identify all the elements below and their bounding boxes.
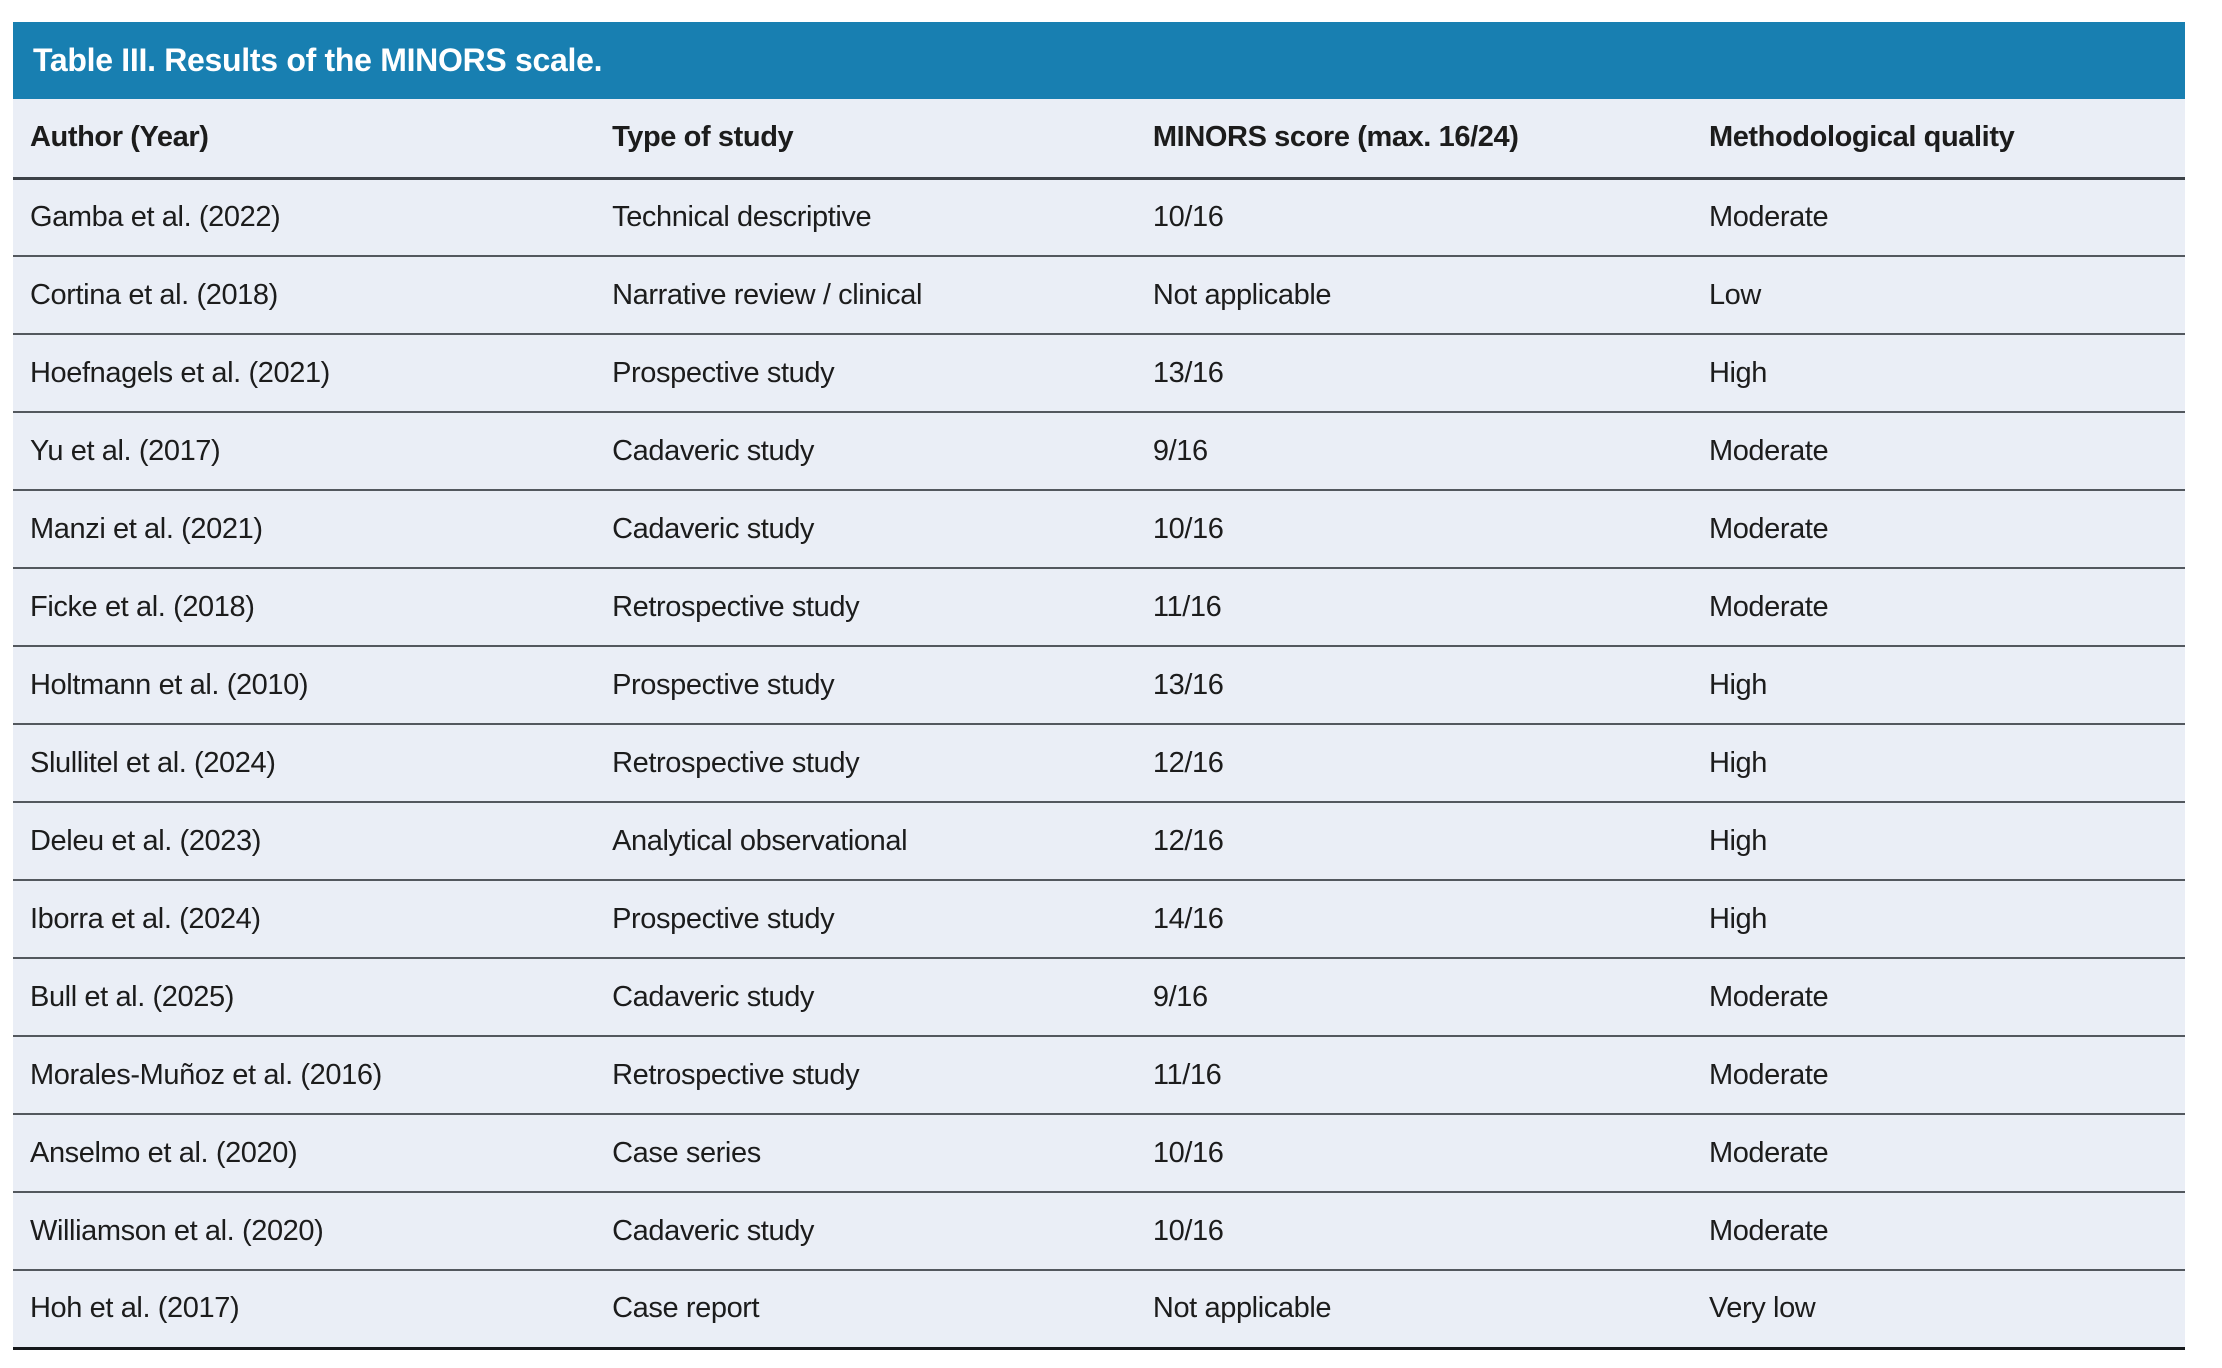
table-cell: Retrospective study <box>595 568 1136 647</box>
table-cell: Technical descriptive <box>595 178 1136 257</box>
table-row: Ficke et al. (2018) Retrospective study 11… <box>13 568 2185 647</box>
results-table: Author (Year) Type of study MINORS score (… <box>13 99 2185 1350</box>
table-cell: Case series <box>595 1114 1136 1193</box>
table-cell: Hoh et al. (2017) <box>13 1270 596 1350</box>
table-cell: Retrospective study <box>595 1036 1136 1115</box>
table-cell: Case report <box>595 1270 1136 1350</box>
table-cell: Moderate <box>1691 1192 2185 1271</box>
table-row: Gamba et al. (2022) Technical descriptive… <box>13 178 2185 257</box>
table-cell: Prospective study <box>595 646 1136 725</box>
table-cell: Manzi et al. (2021) <box>13 490 596 569</box>
table-cell: Ficke et al. (2018) <box>13 568 596 647</box>
table-cell: Narrative review / clinical <box>595 256 1136 335</box>
table-cell: Cortina et al. (2018) <box>13 256 596 335</box>
table-cell: Retrospective study <box>595 724 1136 803</box>
table-cell: Yu et al. (2017) <box>13 412 596 491</box>
table-cell: Moderate <box>1691 412 2185 491</box>
table-cell: Anselmo et al. (2020) <box>13 1114 596 1193</box>
table-cell: 10/16 <box>1135 178 1692 257</box>
column-header: MINORS score (max. 16/24) <box>1135 99 1692 180</box>
table-cell: Moderate <box>1691 490 2185 569</box>
table-cell: Slullitel et al. (2024) <box>13 724 596 803</box>
table-row: Anselmo et al. (2020) Case series 10/16 Mod… <box>13 1114 2185 1193</box>
table-cell: High <box>1691 880 2185 959</box>
table-title-bar: Table III. Results of the MINORS scale. <box>13 22 2185 99</box>
table-cell: Iborra et al. (2024) <box>13 880 596 959</box>
table-cell: Cadaveric study <box>595 490 1136 569</box>
table-row: Hoefnagels et al. (2021) Prospective stud… <box>13 334 2185 413</box>
column-header: Author (Year) <box>13 99 596 180</box>
table-cell: Cadaveric study <box>595 958 1136 1037</box>
table-cell: 11/16 <box>1135 568 1692 647</box>
table-row: Morales-Muñoz et al. (2016) Retrospective… <box>13 1036 2185 1115</box>
table-cell: Prospective study <box>595 334 1136 413</box>
table-cell: High <box>1691 724 2185 803</box>
table-cell: Not applicable <box>1135 1270 1692 1350</box>
table-cell: Prospective study <box>595 880 1136 959</box>
minors-results-table-card: Table III. Results of the MINORS scale. … <box>13 22 2185 1350</box>
table-cell: Analytical observational <box>595 802 1136 881</box>
table-cell: Moderate <box>1691 178 2185 257</box>
table-cell: Moderate <box>1691 568 2185 647</box>
table-cell: Gamba et al. (2022) <box>13 178 596 257</box>
table-row: Hoh et al. (2017) Case report Not applicab… <box>13 1270 2185 1350</box>
table-row: Williamson et al. (2020) Cadaveric study 1… <box>13 1192 2185 1271</box>
table-row: Deleu et al. (2023) Analytical observatio… <box>13 802 2185 881</box>
table-cell: Hoefnagels et al. (2021) <box>13 334 596 413</box>
header-row: Author (Year) Type of study MINORS score (… <box>13 99 2185 180</box>
column-header: Type of study <box>595 99 1136 180</box>
table-cell: Moderate <box>1691 958 2185 1037</box>
table-cell: 11/16 <box>1135 1036 1692 1115</box>
table-cell: Cadaveric study <box>595 1192 1136 1271</box>
table-cell: 14/16 <box>1135 880 1692 959</box>
table-title: Table III. Results of the MINORS scale. <box>33 42 603 78</box>
table-row: Slullitel et al. (2024) Retrospective stu… <box>13 724 2185 803</box>
table-cell: 13/16 <box>1135 646 1692 725</box>
table-cell: Not applicable <box>1135 256 1692 335</box>
table-cell: Holtmann et al. (2010) <box>13 646 596 725</box>
table-cell: Moderate <box>1691 1036 2185 1115</box>
table-row: Holtmann et al. (2010) Prospective study 1… <box>13 646 2185 725</box>
table-cell: Very low <box>1691 1270 2185 1350</box>
table-cell: 10/16 <box>1135 490 1692 569</box>
table-cell: 12/16 <box>1135 724 1692 803</box>
table-cell: 9/16 <box>1135 412 1692 491</box>
table-cell: 12/16 <box>1135 802 1692 881</box>
table-body: Gamba et al. (2022) Technical descriptive… <box>13 178 2185 1350</box>
table-cell: Bull et al. (2025) <box>13 958 596 1037</box>
table-cell: High <box>1691 646 2185 725</box>
table-cell: 10/16 <box>1135 1114 1692 1193</box>
column-header: Methodological quality <box>1691 99 2185 180</box>
table-cell: Williamson et al. (2020) <box>13 1192 596 1271</box>
table-cell: Cadaveric study <box>595 412 1136 491</box>
table-cell: High <box>1691 334 2185 413</box>
table-cell: High <box>1691 802 2185 881</box>
table-row: Iborra et al. (2024) Prospective study 14/… <box>13 880 2185 959</box>
table-row: Bull et al. (2025) Cadaveric study 9/16 Mod… <box>13 958 2185 1037</box>
table-row: Yu et al. (2017) Cadaveric study 9/16 Moder… <box>13 412 2185 491</box>
table-cell: 9/16 <box>1135 958 1692 1037</box>
table-cell: 13/16 <box>1135 334 1692 413</box>
table-cell: Morales-Muñoz et al. (2016) <box>13 1036 596 1115</box>
table-cell: Low <box>1691 256 2185 335</box>
table-row: Manzi et al. (2021) Cadaveric study 10/16 M… <box>13 490 2185 569</box>
table-cell: 10/16 <box>1135 1192 1692 1271</box>
table-cell: Deleu et al. (2023) <box>13 802 596 881</box>
table-cell: Moderate <box>1691 1114 2185 1193</box>
table-row: Cortina et al. (2018) Narrative review / … <box>13 256 2185 335</box>
table-header: Author (Year) Type of study MINORS score (… <box>13 99 2185 180</box>
